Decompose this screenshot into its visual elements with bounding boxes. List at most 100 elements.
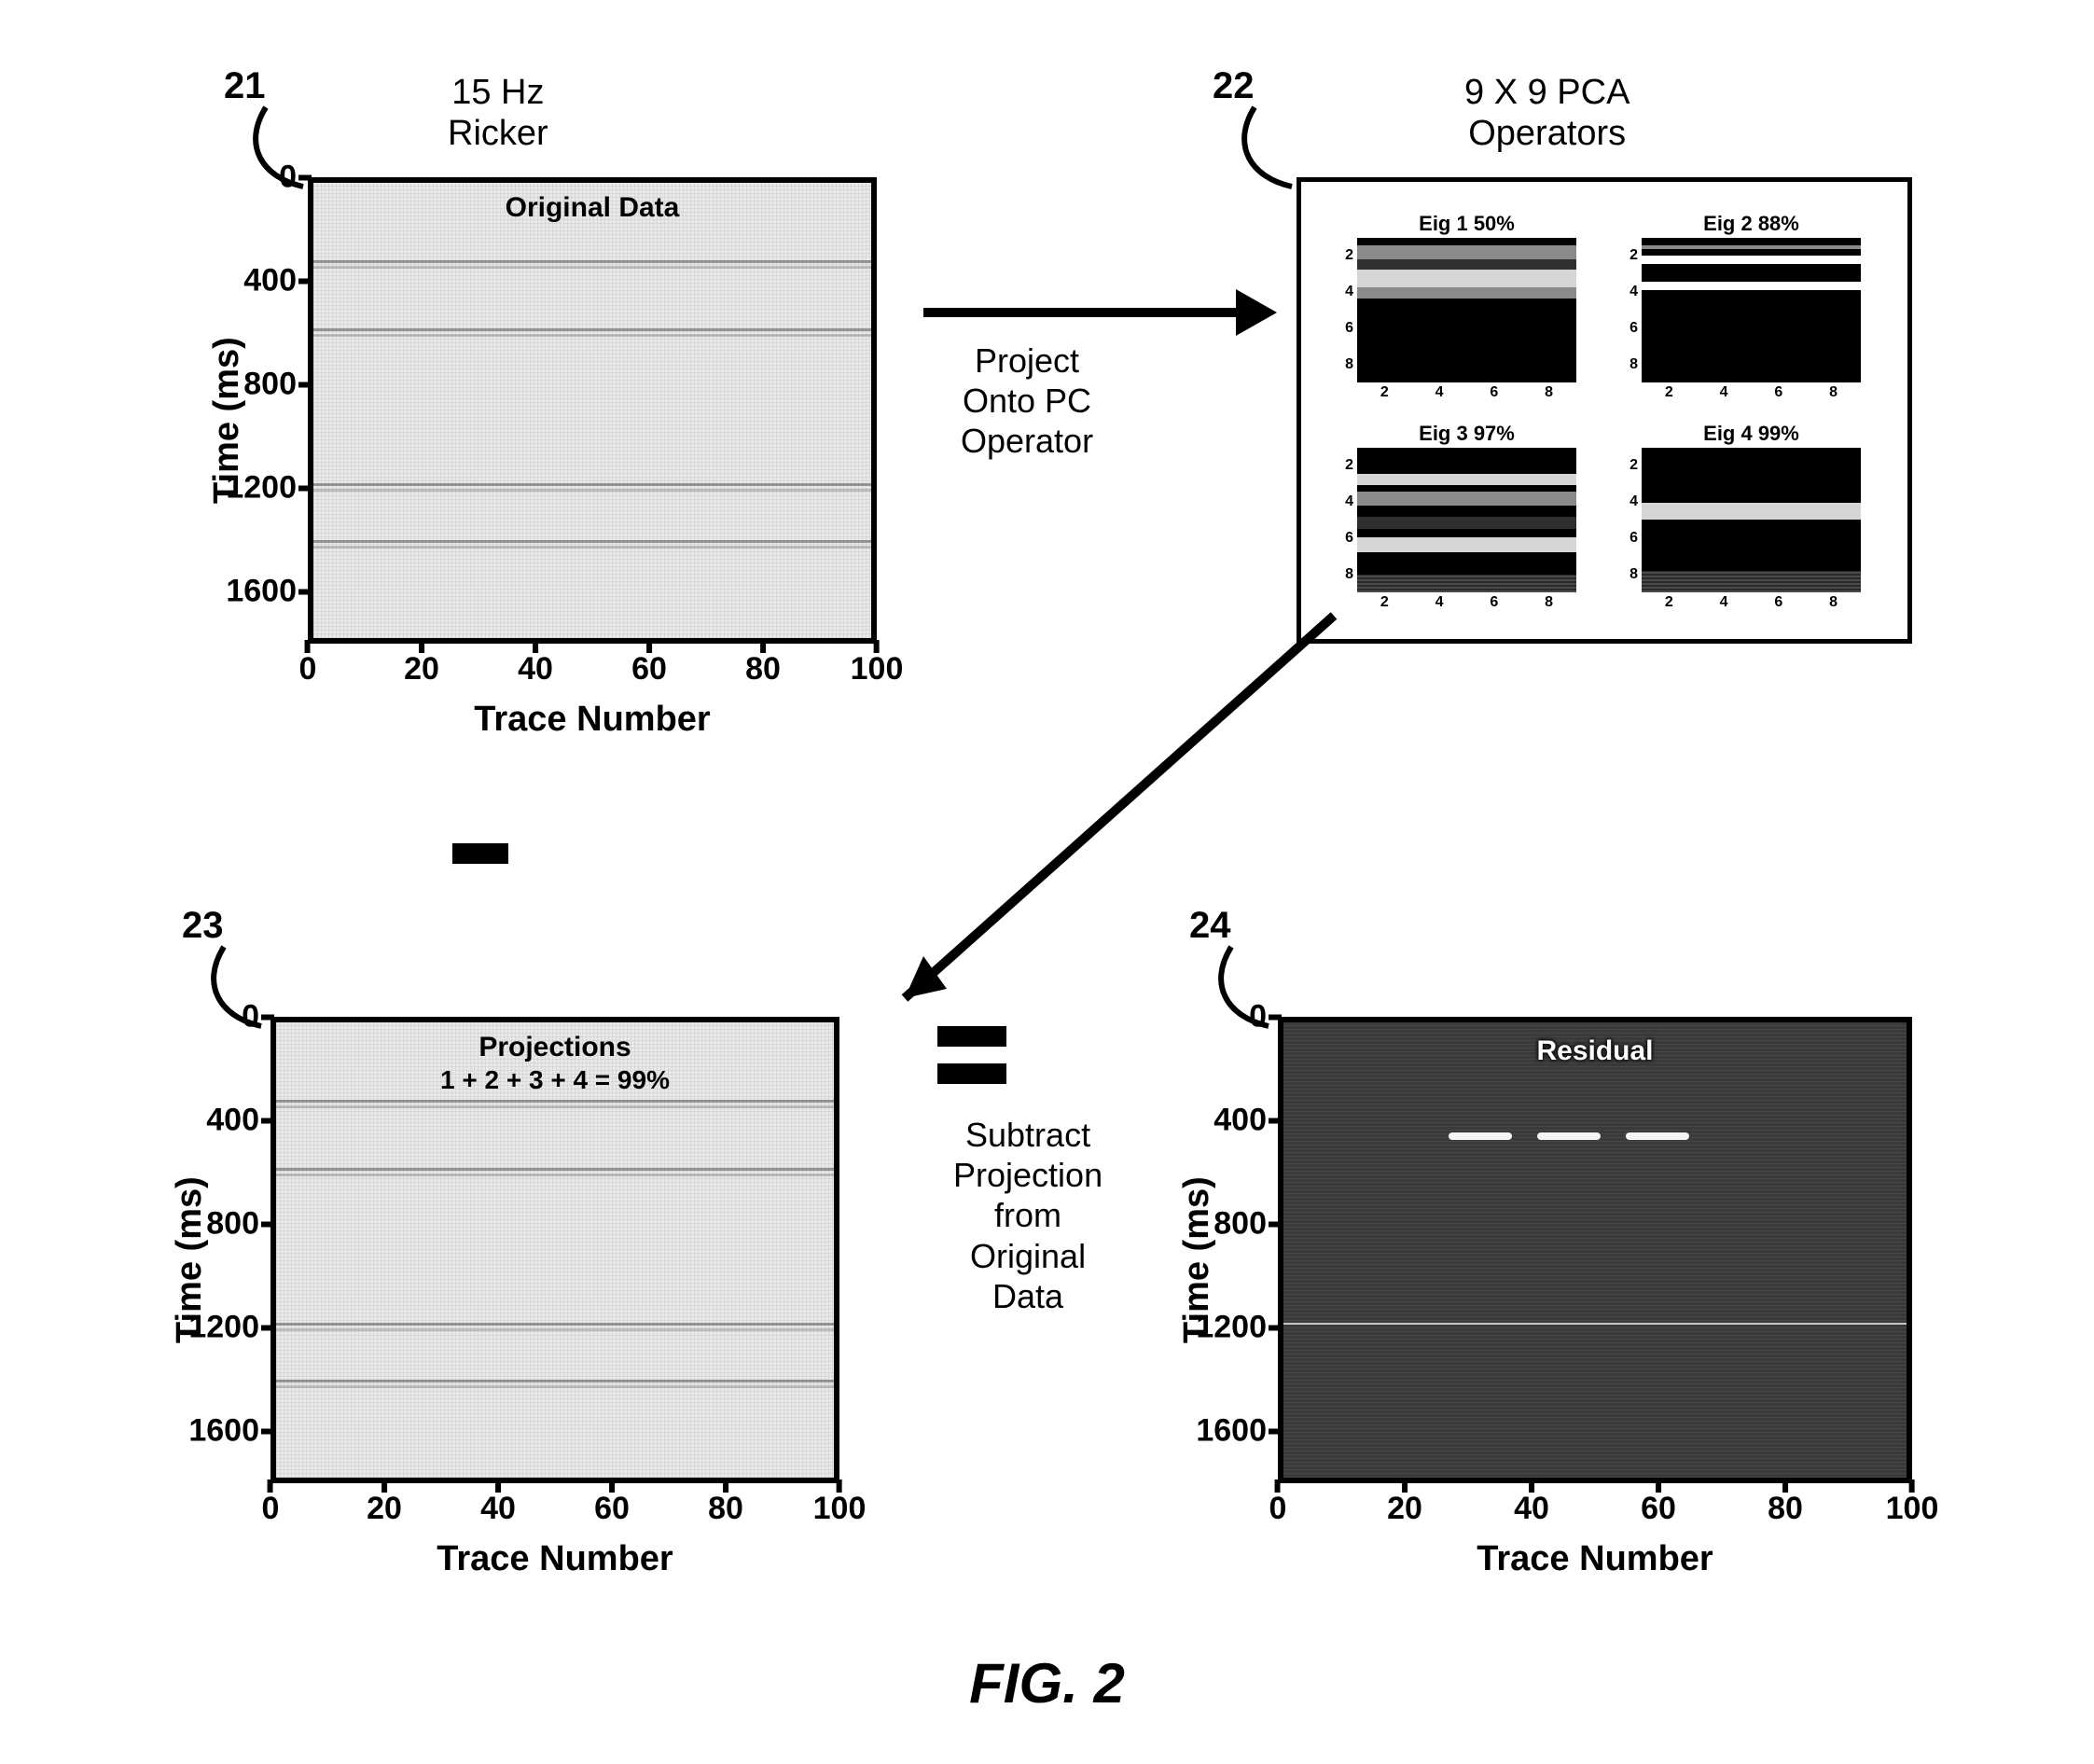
mini-y-tick: 6 bbox=[1345, 320, 1357, 337]
mini-x-tick: 4 bbox=[1435, 592, 1444, 611]
equals-operator-icon bbox=[937, 1026, 1006, 1084]
figure-canvas: 21 15 Hz Ricker Original Data Time (ms) … bbox=[0, 0, 2094, 1764]
panel-24-leader bbox=[1189, 919, 1301, 1031]
mini-x-tick: 2 bbox=[1380, 382, 1389, 401]
y-tick: 800 bbox=[206, 1206, 270, 1243]
mini-y-tick: 4 bbox=[1629, 284, 1642, 300]
mini-y-tick: 8 bbox=[1629, 356, 1642, 373]
pca-operators-panel: Eig 1 50%24682468Eig 2 88%24682468Eig 3 … bbox=[1297, 177, 1912, 644]
seismic-event-line bbox=[313, 260, 871, 263]
pca-band bbox=[1357, 492, 1576, 507]
y-tick: 400 bbox=[1213, 1103, 1278, 1139]
x-tick: 100 bbox=[1886, 1483, 1939, 1527]
x-tick: 80 bbox=[1768, 1483, 1803, 1527]
panel-22-leader bbox=[1213, 79, 1324, 191]
chart-21-plot: Original Data bbox=[308, 177, 877, 644]
mini-x-tick: 2 bbox=[1380, 592, 1389, 611]
pca-eigen-plot bbox=[1357, 448, 1576, 592]
x-tick: 0 bbox=[1269, 1483, 1287, 1527]
mini-x-tick: 2 bbox=[1665, 382, 1673, 401]
pca-band bbox=[1357, 245, 1576, 260]
mini-x-tick: 2 bbox=[1665, 592, 1673, 611]
mini-x-tick: 4 bbox=[1435, 382, 1444, 401]
chart-24-overlay-title: Residual bbox=[1283, 1035, 1907, 1067]
seismic-event-line bbox=[276, 1174, 834, 1176]
chart-23-overlay-sub: 1 + 2 + 3 + 4 = 99% bbox=[276, 1065, 834, 1095]
seismic-event-line bbox=[313, 266, 871, 269]
x-tick: 80 bbox=[745, 644, 781, 688]
x-tick: 0 bbox=[262, 1483, 280, 1527]
mini-y-tick: 8 bbox=[1629, 566, 1642, 583]
mini-y-tick: 2 bbox=[1345, 457, 1357, 474]
mini-y-tick: 2 bbox=[1629, 247, 1642, 264]
x-tick: 80 bbox=[708, 1483, 743, 1527]
mini-x-tick: 8 bbox=[1829, 592, 1837, 611]
figure-caption: FIG. 2 bbox=[969, 1651, 1125, 1715]
x-tick: 100 bbox=[813, 1483, 867, 1527]
panel-21-super-title: 15 Hz Ricker bbox=[448, 73, 548, 154]
mini-y-tick: 4 bbox=[1629, 493, 1642, 510]
mini-x-tick: 6 bbox=[1774, 592, 1782, 611]
y-tick: 400 bbox=[243, 263, 308, 299]
pca-band bbox=[1357, 517, 1576, 528]
pca-eigen-plot bbox=[1642, 238, 1861, 382]
pca-eigen-operator: Eig 2 88%24682468 bbox=[1642, 238, 1861, 382]
y-tick: 1200 bbox=[1196, 1310, 1278, 1346]
mini-x-tick: 4 bbox=[1720, 592, 1728, 611]
pca-band bbox=[1357, 474, 1576, 485]
mini-x-tick: 6 bbox=[1774, 382, 1782, 401]
seismic-event-line bbox=[276, 1100, 834, 1103]
x-tick: 20 bbox=[1387, 1483, 1422, 1527]
chart-24-plot: Residual bbox=[1278, 1017, 1912, 1483]
y-tick: 0 bbox=[1249, 999, 1278, 1035]
residual-anomaly bbox=[1626, 1132, 1689, 1140]
chart-projections: Projections 1 + 2 + 3 + 4 = 99% Time (ms… bbox=[270, 1017, 839, 1483]
seismic-event-line bbox=[313, 483, 871, 486]
arrow-project-head bbox=[1236, 289, 1277, 336]
mini-y-tick: 4 bbox=[1345, 493, 1357, 510]
y-tick: 800 bbox=[243, 367, 308, 403]
seismic-event-line bbox=[313, 489, 871, 492]
mini-y-tick: 4 bbox=[1345, 284, 1357, 300]
x-tick: 20 bbox=[404, 644, 439, 688]
seismic-event-line bbox=[313, 328, 871, 331]
pca-eigen-operator: Eig 3 97%24682468 bbox=[1357, 448, 1576, 592]
pca-eigen-title: Eig 2 88% bbox=[1642, 212, 1861, 236]
x-tick: 60 bbox=[631, 644, 667, 688]
y-tick: 1600 bbox=[226, 574, 308, 610]
chart-23-plot: Projections 1 + 2 + 3 + 4 = 99% bbox=[270, 1017, 839, 1483]
arrow-project-label: Project Onto PC Operator bbox=[961, 340, 1093, 462]
mini-x-tick: 4 bbox=[1720, 382, 1728, 401]
pca-band bbox=[1642, 571, 1861, 592]
seismic-event-line bbox=[276, 1380, 834, 1382]
pca-band bbox=[1357, 259, 1576, 270]
mini-x-tick: 8 bbox=[1545, 592, 1553, 611]
seismic-event-line bbox=[276, 1385, 834, 1388]
seismic-event-line bbox=[313, 540, 871, 543]
pca-band bbox=[1642, 503, 1861, 521]
seismic-event-line bbox=[276, 1328, 834, 1331]
mini-y-tick: 8 bbox=[1345, 566, 1357, 583]
y-tick: 800 bbox=[1213, 1206, 1278, 1243]
pca-band bbox=[1357, 270, 1576, 287]
y-tick: 0 bbox=[279, 160, 308, 196]
pca-eigen-operator: Eig 4 99%24682468 bbox=[1642, 448, 1861, 592]
seismic-event-line bbox=[276, 1168, 834, 1171]
seismic-event-line bbox=[313, 546, 871, 549]
pca-band bbox=[1357, 537, 1576, 552]
residual-anomaly bbox=[1449, 1132, 1512, 1140]
x-tick: 40 bbox=[518, 644, 553, 688]
pca-eigen-plot bbox=[1642, 448, 1861, 592]
panel-22-super-title: 9 X 9 PCA Operators bbox=[1464, 73, 1629, 154]
y-tick: 0 bbox=[242, 999, 270, 1035]
x-tick: 40 bbox=[480, 1483, 516, 1527]
y-tick: 1600 bbox=[1196, 1413, 1278, 1450]
pca-eigen-title: Eig 3 97% bbox=[1357, 422, 1576, 446]
mini-y-tick: 2 bbox=[1629, 457, 1642, 474]
subtract-label: Subtract Projection from Original Data bbox=[953, 1115, 1102, 1316]
mini-x-tick: 6 bbox=[1490, 382, 1498, 401]
pca-band bbox=[1642, 245, 1861, 250]
seismic-event-line bbox=[276, 1323, 834, 1326]
pca-band bbox=[1642, 282, 1861, 290]
pca-eigen-operator: Eig 1 50%24682468 bbox=[1357, 238, 1576, 382]
